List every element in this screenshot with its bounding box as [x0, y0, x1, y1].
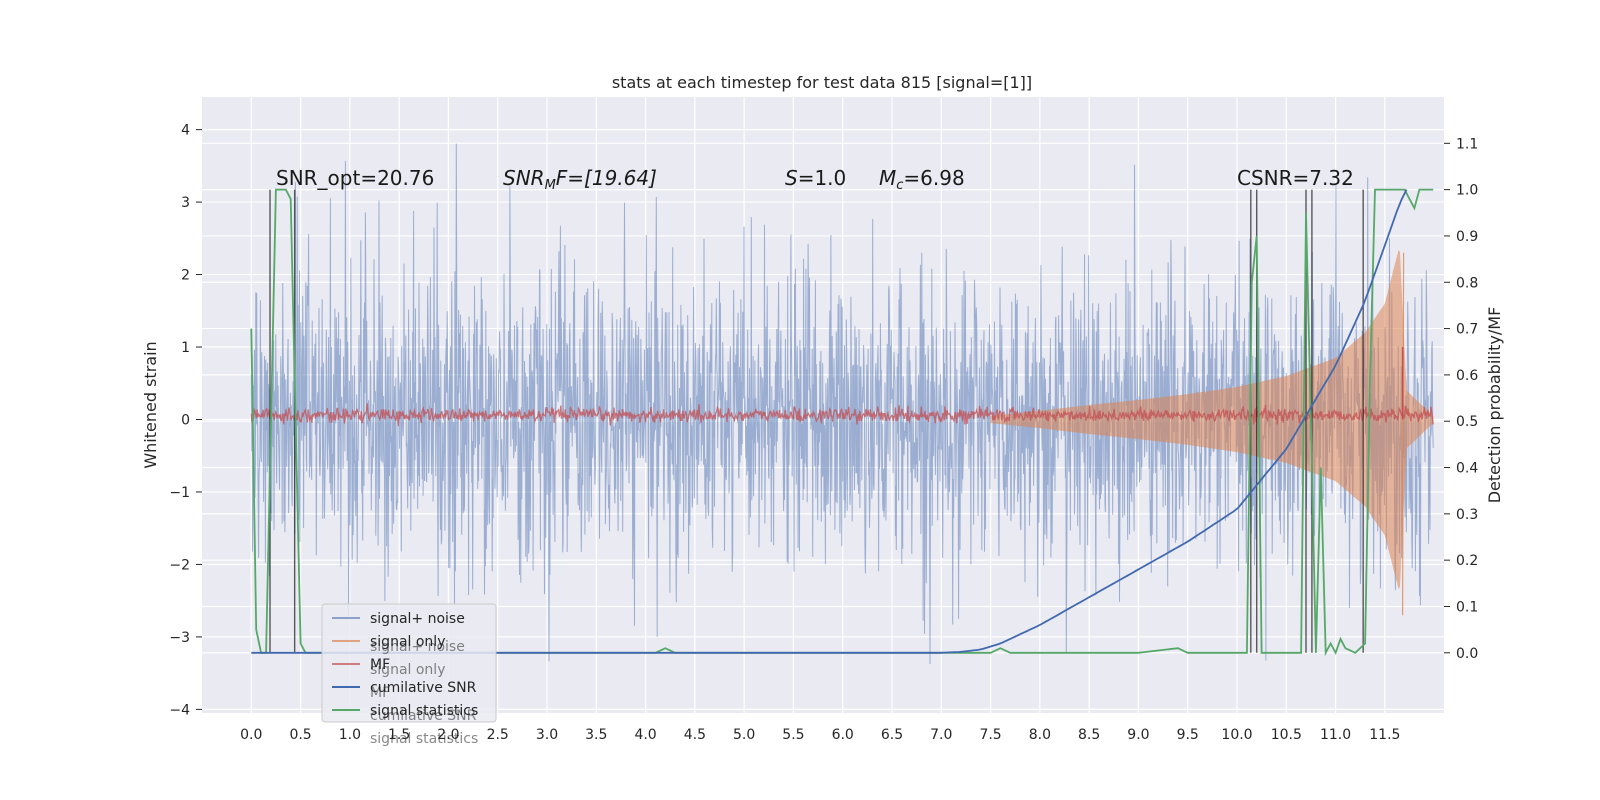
y-axis: −4 −3 −2 −1 0 1 2 3 4: [169, 123, 202, 718]
y2-tick-label: 0.6: [1456, 368, 1478, 384]
y2-tick-label: 0.7: [1456, 322, 1478, 338]
y2-axis-label: Detection probability/MF: [1485, 307, 1504, 504]
annotation-snr-mf: SNRMF=[19.64]: [503, 166, 657, 193]
legend-ghost-label: MF: [370, 685, 390, 701]
y2-tick-label: 1.0: [1456, 183, 1478, 199]
x-tick-label: 7.5: [979, 727, 1001, 743]
y-tick-label: 1: [181, 340, 190, 356]
series-mf-line: [250, 403, 1434, 427]
y2-tick-label: 0.2: [1456, 553, 1478, 569]
x-tick-label: 7.0: [930, 727, 952, 743]
annotation-mc-sub: c: [896, 178, 903, 193]
y-tick-label: 4: [181, 123, 190, 139]
y-axis-label: Whitened strain: [141, 341, 160, 468]
y-tick-label: −4: [169, 702, 190, 718]
legend-label: MF: [370, 657, 390, 673]
y2-tick-label: 0.9: [1456, 229, 1478, 245]
x-tick-label: 11.0: [1320, 727, 1351, 743]
y2-tick-label: 0.4: [1456, 461, 1478, 477]
x-tick-label: 2.5: [487, 727, 509, 743]
legend-ghost-label: cumilative SNR: [370, 708, 477, 724]
annotation-snr-mf-main: SNR: [503, 166, 545, 190]
x-tick-label: 1.5: [388, 727, 410, 743]
x-tick-label: 4.0: [634, 727, 656, 743]
annotations: SNR_opt=20.76 SNRMF=[19.64] S=1.0 Mc=6.9…: [276, 166, 1354, 193]
y2-tick-label: 0.0: [1456, 646, 1478, 662]
x-tick-label: 0.0: [240, 727, 262, 743]
y-tick-label: −2: [169, 557, 190, 573]
legend-box: [321, 603, 497, 723]
x-tick-label: 2.0: [437, 727, 459, 743]
x-tick-label: 6.0: [832, 727, 854, 743]
y2-tick-label: 0.1: [1456, 599, 1478, 615]
series-signal-only-area: [990, 249, 1434, 590]
x-tick-label: 3.5: [585, 727, 607, 743]
y-tick-label: −1: [169, 485, 190, 501]
legend-label: cumilative SNR: [370, 680, 477, 696]
x-tick-label: 10.5: [1271, 727, 1302, 743]
y-tick-label: 0: [181, 412, 190, 428]
legend-ghost-label: signal statistics: [370, 731, 478, 747]
annotation-mc: Mc=6.98: [879, 166, 965, 193]
x-tick-label: 9.0: [1127, 727, 1149, 743]
x-tick-label: 0.5: [289, 727, 311, 743]
y2-tick-label: 0.8: [1456, 275, 1478, 291]
x-axis: 0.0 0.5 1.0 1.5 2.0 2.5 3.0 3.5 4.0 4.5 5.0 5.5 6.0 6…: [240, 727, 1400, 743]
x-tick-label: 8.5: [1078, 727, 1100, 743]
annotation-s: S=1.0: [785, 166, 846, 190]
legend-ghost-label: signal only: [370, 662, 445, 678]
x-tick-label: 10.0: [1221, 727, 1252, 743]
x-tick-label: 1.0: [339, 727, 361, 743]
legend-ghost-label: signal+ noise: [370, 639, 465, 655]
y2-tick-label: 0.3: [1456, 507, 1478, 523]
y-tick-label: 3: [181, 195, 190, 211]
legend-label: signal+ noise: [370, 611, 465, 627]
x-tick-label: 5.5: [782, 727, 804, 743]
x-tick-label: 3.0: [536, 727, 558, 743]
annotation-csnr: CSNR=7.32: [1237, 166, 1354, 190]
y2-axis: 0.0 0.1 0.2 0.3 0.4 0.5 0.6 0.7 0.8 0.9 1.0 1.1: [1444, 136, 1478, 662]
series-signal-only-peak: [1402, 252, 1405, 616]
x-tick-label: 11.5: [1369, 727, 1400, 743]
y2-tick-label: 1.1: [1456, 136, 1478, 152]
chart-title: stats at each timestep for test data 815…: [612, 73, 1032, 92]
series-signal-statistics-line: [250, 188, 1434, 657]
x-tick-label: 5.0: [733, 727, 755, 743]
annotation-snr-opt: SNR_opt=20.76: [276, 166, 434, 190]
x-tick-label: 4.5: [684, 727, 706, 743]
annotation-s-rest: =1.0: [798, 166, 847, 190]
legend-label: signal only: [370, 634, 445, 650]
legend-label: signal statistics: [370, 703, 478, 719]
y2-tick-label: 0.5: [1456, 414, 1478, 430]
annotation-snr-mf-sub: M: [545, 178, 556, 193]
y-tick-label: 2: [181, 268, 190, 284]
y-tick-label: −3: [169, 630, 190, 646]
x-tick-label: 8.0: [1029, 727, 1051, 743]
annotation-snr-mf-rest: F=[19.64]: [556, 166, 657, 190]
annotation-mc-rest: =6.98: [903, 166, 964, 190]
x-tick-label: 6.5: [881, 727, 903, 743]
x-tick-label: 9.5: [1177, 727, 1199, 743]
annotation-mc-sym: M: [879, 166, 896, 190]
annotation-s-sym: S: [785, 166, 798, 190]
